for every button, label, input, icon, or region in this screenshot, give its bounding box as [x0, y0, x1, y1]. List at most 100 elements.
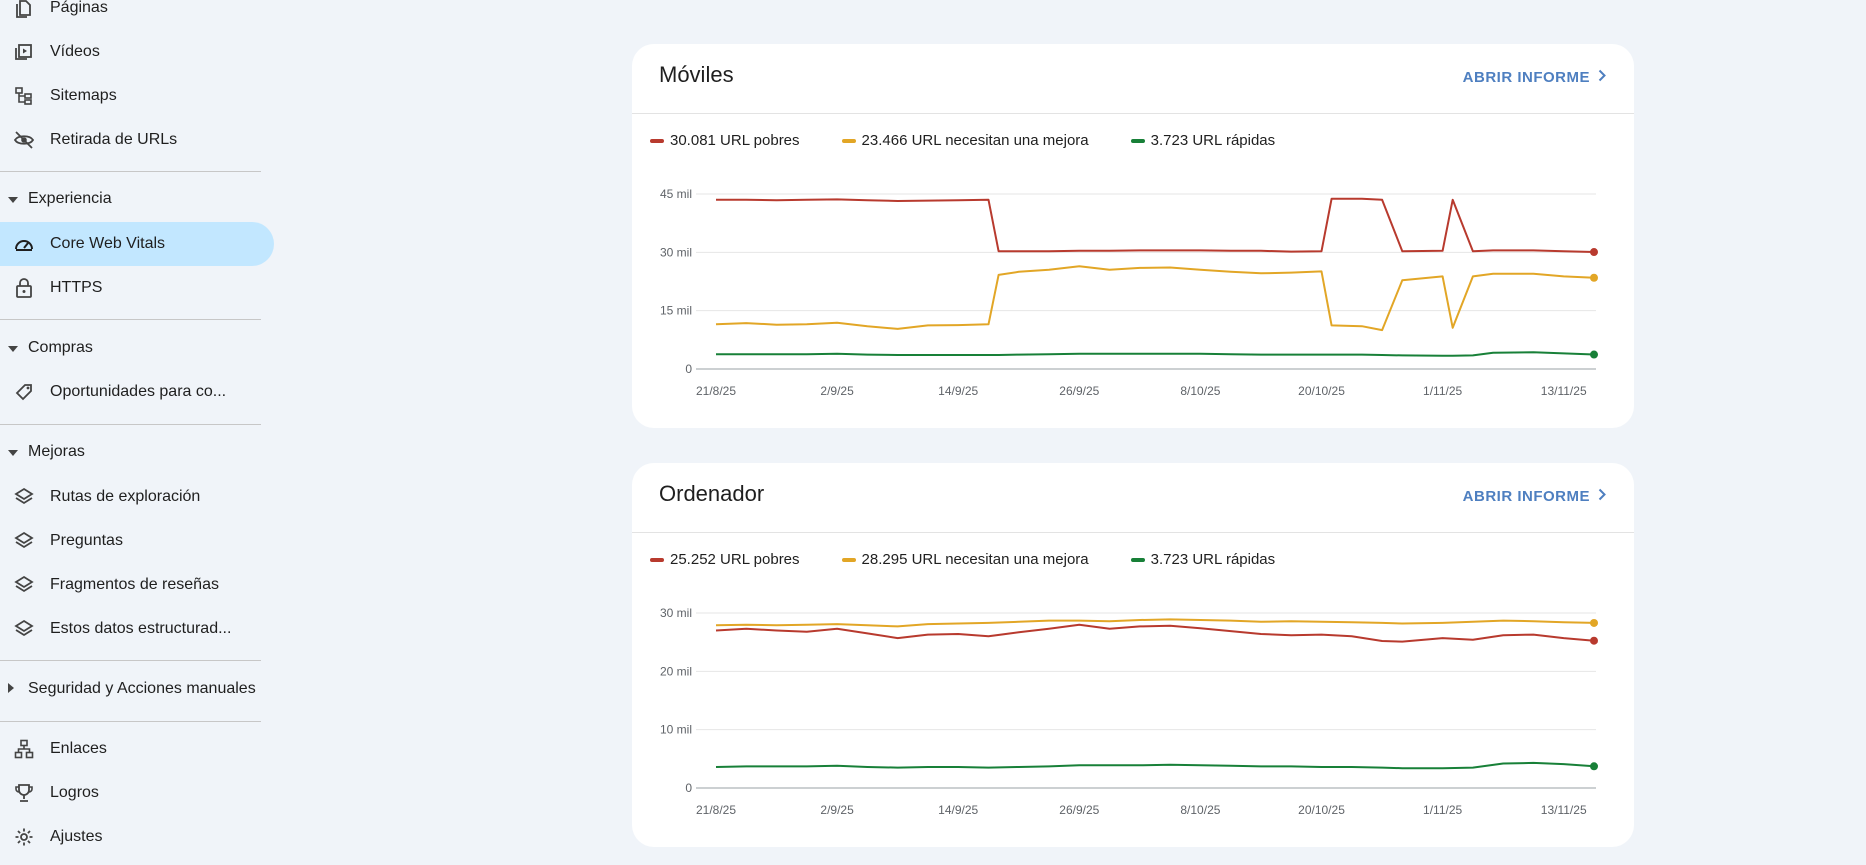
caret-right-icon [8, 680, 18, 698]
sidebar-item-label: Oportunidades para co... [50, 383, 227, 400]
series-end-point [1590, 350, 1598, 359]
sidebar-item-label: Logros [50, 784, 99, 801]
series-end-point [1590, 618, 1598, 627]
legend-swatch [841, 138, 856, 143]
series-line [716, 197, 1595, 253]
section-label: Compras [28, 339, 93, 356]
card-separator [632, 532, 1634, 533]
x-tick-label: 26/9/25 [1059, 384, 1099, 398]
x-tick-label: 13/11/25 [1541, 803, 1587, 817]
x-tick-label: 2/9/25 [820, 384, 854, 398]
legend-item-fast[interactable]: 3.723 URL rápidas [1130, 132, 1276, 149]
section-label: Seguridad y Acciones manuales [28, 680, 256, 697]
layers-icon [13, 530, 35, 552]
tag-icon [13, 381, 35, 403]
eye-off-icon [13, 129, 35, 151]
sidebar-item-label: HTTPS [50, 279, 103, 296]
series-line [716, 351, 1595, 357]
legend-swatch [1130, 557, 1145, 562]
legend-item-fast[interactable]: 3.723 URL rápidas [1130, 551, 1276, 568]
x-tick-label: 1/11/25 [1423, 384, 1462, 398]
legend-label: 3.723 URL rápidas [1150, 551, 1276, 568]
x-tick-label: 21/8/25 [696, 384, 736, 398]
x-tick-label: 14/9/25 [938, 803, 978, 817]
open-report-label: ABRIR INFORME [1462, 488, 1590, 505]
series-line [715, 623, 1595, 643]
series-line [715, 761, 1595, 770]
sidebar-item-label: Preguntas [50, 532, 123, 549]
links-icon [13, 738, 35, 760]
card-title: Móviles [659, 62, 734, 87]
legend-label: 30.081 URL pobres [670, 132, 800, 149]
mobile-card: Móviles ABRIR INFORME 30.081 URL pobres … [632, 44, 1634, 428]
sidebar: Páginas Vídeos Sitemaps Retirada de URLs… [0, 0, 276, 865]
y-tick-label: 15 mil [660, 304, 692, 318]
card-separator [632, 113, 1634, 114]
y-tick-label: 10 mil [660, 723, 692, 737]
sidebar-divider [0, 319, 261, 320]
speed-gauge-icon [13, 233, 35, 255]
sidebar-item-label: Rutas de exploración [50, 488, 201, 505]
legend-item-improve[interactable]: 23.466 URL necesitan una mejora [841, 132, 1089, 149]
sidebar-divider [0, 424, 261, 425]
chart-legend: 25.252 URL pobres 28.295 URL necesitan u… [650, 551, 1317, 568]
sidebar-divider [0, 721, 261, 722]
pages-icon [13, 0, 35, 19]
caret-down-icon [8, 443, 18, 461]
legend-swatch [650, 138, 664, 143]
sidebar-item-label: Ajustes [50, 828, 103, 845]
sidebar-item-label: Vídeos [50, 43, 100, 60]
sidebar-divider [0, 171, 261, 172]
x-tick-label: 20/10/25 [1298, 803, 1345, 817]
sidebar-item-label: Estos datos estructurad... [50, 620, 232, 637]
y-tick-label: 30 mil [660, 245, 692, 259]
lock-icon [13, 277, 35, 299]
legend-label: 3.723 URL rápidas [1150, 132, 1276, 149]
open-report-label: ABRIR INFORME [1462, 69, 1590, 86]
x-tick-label: 26/9/25 [1059, 803, 1099, 817]
x-tick-label: 13/11/25 [1541, 384, 1587, 398]
series-end-point [1590, 762, 1598, 771]
y-tick-label: 0 [685, 781, 692, 795]
series-end-point [1590, 248, 1598, 257]
sidebar-item-core-web-vitals[interactable]: Core Web Vitals [0, 222, 274, 266]
sidebar-item-label: Core Web Vitals [50, 235, 166, 252]
sidebar-item-label: Páginas [50, 0, 108, 16]
chevron-right-icon [1598, 488, 1606, 505]
y-tick-label: 45 mil [660, 187, 692, 201]
caret-down-icon [8, 339, 18, 357]
x-tick-label: 20/10/25 [1298, 384, 1345, 398]
mobile-line-chart: 0 15 mil 30 mil 45 mil 21/8/25 2/9/25 14/9/25 2… [660, 187, 1598, 398]
sidebar-item-label: Sitemaps [50, 87, 117, 104]
legend-label: 23.466 URL necesitan una mejora [861, 132, 1089, 149]
layers-icon [13, 574, 35, 596]
section-label: Experiencia [28, 190, 112, 207]
chevron-right-icon [1598, 69, 1606, 86]
sidebar-divider [0, 660, 261, 661]
series-end-point [1590, 273, 1598, 282]
legend-swatch [841, 557, 856, 562]
gear-icon [13, 826, 35, 848]
open-report-link[interactable]: ABRIR INFORME [1463, 488, 1606, 505]
section-label: Mejoras [28, 443, 85, 460]
sidebar-item-label: Retirada de URLs [50, 131, 178, 148]
legend-item-poor[interactable]: 30.081 URL pobres [650, 132, 800, 149]
series-line [715, 618, 1595, 628]
card-title: Ordenador [659, 481, 765, 506]
x-tick-label: 8/10/25 [1180, 803, 1220, 817]
legend-label: 28.295 URL necesitan una mejora [861, 551, 1089, 568]
open-report-link[interactable]: ABRIR INFORME [1463, 69, 1606, 86]
y-tick-label: 30 mil [660, 606, 692, 620]
desktop-card: Ordenador ABRIR INFORME 25.252 URL pobre… [632, 463, 1634, 847]
legend-item-improve[interactable]: 28.295 URL necesitan una mejora [841, 551, 1089, 568]
trophy-icon [13, 782, 35, 804]
y-tick-label: 20 mil [660, 664, 692, 678]
series-end-point [1590, 636, 1598, 645]
x-tick-label: 1/11/25 [1423, 803, 1462, 817]
series-line [715, 265, 1595, 332]
legend-swatch [1130, 138, 1145, 143]
y-tick-label: 0 [685, 362, 692, 376]
sidebar-item-label: Fragmentos de reseñas [50, 576, 219, 593]
legend-item-poor[interactable]: 25.252 URL pobres [650, 551, 800, 568]
sitemap-icon [13, 85, 35, 107]
